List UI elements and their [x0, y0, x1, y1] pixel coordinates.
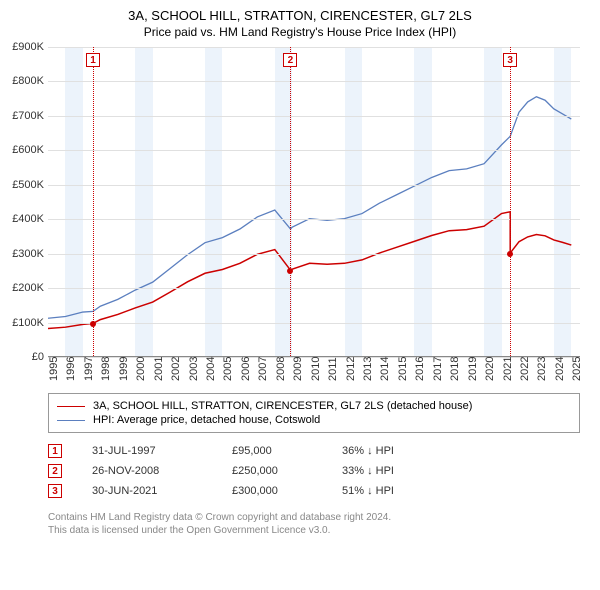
sale-marker-dot [507, 251, 513, 257]
y-tick-label: £800K [0, 75, 44, 87]
y-gridline [48, 47, 580, 48]
sale-row-price: £95,000 [232, 445, 342, 457]
sale-marker-line [93, 47, 94, 356]
sale-row-date: 30-JUN-2021 [92, 485, 232, 497]
x-tick-label: 2025 [571, 357, 600, 381]
y-tick-label: £600K [0, 144, 44, 156]
sale-row-price: £250,000 [232, 465, 342, 477]
sale-row-hpi: 51% ↓ HPI [342, 485, 580, 497]
sale-marker-line [290, 47, 291, 356]
y-gridline [48, 116, 580, 117]
y-gridline [48, 219, 580, 220]
sale-row: 1 31-JUL-1997£95,00036% ↓ HPI [48, 441, 580, 461]
sale-marker-box: 1 [86, 53, 100, 67]
legend-row: HPI: Average price, detached house, Cots… [57, 413, 571, 427]
sale-row-date: 26-NOV-2008 [92, 465, 232, 477]
sale-row-date: 31-JUL-1997 [92, 445, 232, 457]
series-property [48, 212, 571, 329]
sale-marker-box: 3 [503, 53, 517, 67]
title-block: 3A, SCHOOL HILL, STRATTON, CIRENCESTER, … [0, 0, 600, 43]
legend: 3A, SCHOOL HILL, STRATTON, CIRENCESTER, … [48, 393, 580, 433]
sales-table: 1 31-JUL-1997£95,00036% ↓ HPI 2 26-NOV-2008… [48, 441, 580, 501]
chart-area: £0£100K£200K£300K£400K£500K£600K£700K£80… [48, 47, 580, 387]
sale-row: 3 30-JUN-2021£300,00051% ↓ HPI [48, 481, 580, 501]
y-gridline [48, 185, 580, 186]
sale-row-marker: 3 [48, 484, 62, 498]
sale-row-hpi: 36% ↓ HPI [342, 445, 580, 457]
y-tick-label: £100K [0, 317, 44, 329]
y-gridline [48, 81, 580, 82]
sale-marker-box: 2 [283, 53, 297, 67]
y-gridline [48, 150, 580, 151]
y-gridline [48, 323, 580, 324]
legend-row: 3A, SCHOOL HILL, STRATTON, CIRENCESTER, … [57, 399, 571, 413]
chart-container: 3A, SCHOOL HILL, STRATTON, CIRENCESTER, … [0, 0, 600, 537]
y-tick-label: £400K [0, 213, 44, 225]
y-gridline [48, 288, 580, 289]
footer-attribution: Contains HM Land Registry data © Crown c… [48, 511, 580, 537]
y-tick-label: £0 [0, 351, 44, 363]
legend-label: HPI: Average price, detached house, Cots… [93, 414, 320, 426]
series-hpi [48, 97, 571, 318]
sale-marker-dot [287, 268, 293, 274]
sale-row-hpi: 33% ↓ HPI [342, 465, 580, 477]
y-tick-label: £700K [0, 110, 44, 122]
sale-row: 2 26-NOV-2008£250,00033% ↓ HPI [48, 461, 580, 481]
sale-row-marker: 1 [48, 444, 62, 458]
legend-swatch [57, 420, 85, 421]
footer-line1: Contains HM Land Registry data © Crown c… [48, 511, 580, 524]
y-tick-label: £300K [0, 248, 44, 260]
sale-marker-dot [90, 321, 96, 327]
line-series-svg [48, 47, 580, 356]
y-tick-label: £200K [0, 282, 44, 294]
footer-line2: This data is licensed under the Open Gov… [48, 524, 580, 537]
title-address: 3A, SCHOOL HILL, STRATTON, CIRENCESTER, … [10, 8, 590, 23]
legend-swatch [57, 406, 85, 407]
legend-label: 3A, SCHOOL HILL, STRATTON, CIRENCESTER, … [93, 400, 472, 412]
y-tick-label: £500K [0, 179, 44, 191]
y-gridline [48, 254, 580, 255]
plot-region: £0£100K£200K£300K£400K£500K£600K£700K£80… [48, 47, 580, 357]
title-subtitle: Price paid vs. HM Land Registry's House … [10, 25, 590, 39]
sale-marker-line [510, 47, 511, 356]
sale-row-marker: 2 [48, 464, 62, 478]
sale-row-price: £300,000 [232, 485, 342, 497]
y-tick-label: £900K [0, 41, 44, 53]
